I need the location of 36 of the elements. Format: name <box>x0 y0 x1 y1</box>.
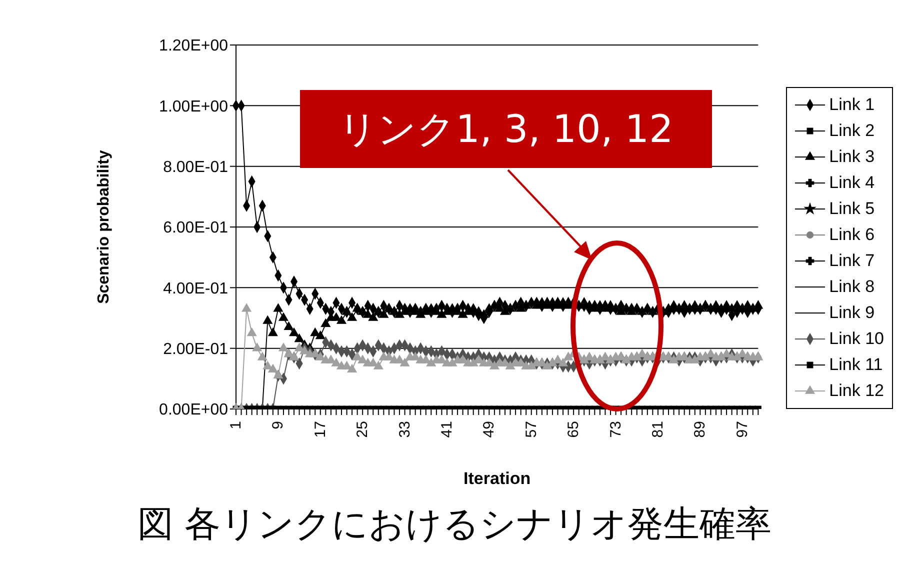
x-tick-label: 81 <box>649 421 666 438</box>
x-tick-label: 33 <box>396 421 414 438</box>
x-tick-label: 1 <box>228 421 244 430</box>
x-tick-label: 25 <box>354 421 372 438</box>
x-tick-label: 9 <box>270 421 287 430</box>
legend-label: Link 1 <box>829 95 875 115</box>
legend-label: Link 5 <box>829 199 875 219</box>
y-tick-label: 4.00E-01 <box>163 280 228 298</box>
x-tick-label: 41 <box>438 421 456 438</box>
legend-label: Link 7 <box>829 251 875 271</box>
x-tick-label: 57 <box>522 421 540 438</box>
text: 図 各リンクにおけるシナリオ発生確率 <box>136 503 773 547</box>
x-tick-label: 97 <box>734 421 751 438</box>
legend-label: Link 10 <box>829 329 884 349</box>
legend-label: Link 8 <box>829 277 875 297</box>
legend-label: Link 6 <box>829 225 875 245</box>
y-tick-label: 1.00E+00 <box>159 98 228 116</box>
legend-label: Link 4 <box>829 173 875 193</box>
y-tick-label: 2.00E-01 <box>163 341 228 358</box>
y-tick-label: 6.00E-01 <box>163 220 228 237</box>
x-tick-label: 89 <box>692 421 709 438</box>
y-tick-label: 1.20E+00 <box>159 38 228 55</box>
legend-label: Link 2 <box>829 121 875 141</box>
legend-label: Link 9 <box>829 303 875 323</box>
x-tick-label: 73 <box>607 421 624 438</box>
y-tick-label: 8.00E-01 <box>163 159 228 176</box>
x-tick-label: 17 <box>312 421 329 438</box>
legend-label: Link 12 <box>829 381 884 401</box>
x-tick-label: 65 <box>565 421 582 438</box>
legend-label: Link 11 <box>829 355 883 375</box>
x-tick-label: 49 <box>480 421 498 438</box>
annotation: リンク1, 3, 10, 12 <box>300 90 712 168</box>
y-axis-title: Scenario probability <box>96 150 113 304</box>
x-axis-title: Iteration <box>464 469 531 488</box>
legend-label: Link 3 <box>829 147 875 167</box>
y-tick-label: 0.00E+00 <box>159 402 228 419</box>
